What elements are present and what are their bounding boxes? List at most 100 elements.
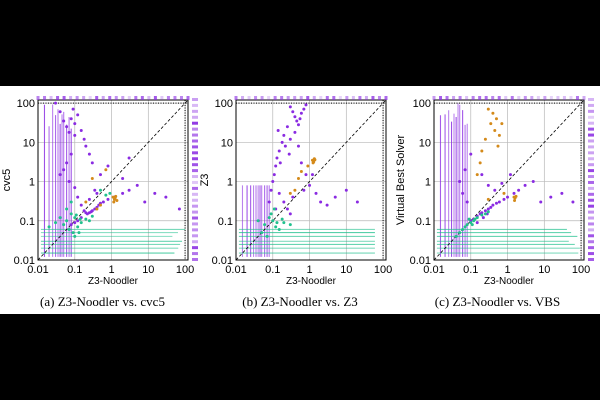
- marginal-strip-mark: [582, 96, 586, 100]
- marginal-strip-mark: [273, 96, 277, 100]
- data-point: [127, 156, 131, 160]
- data-point: [539, 200, 543, 204]
- plot-frame: [37, 99, 189, 261]
- data-point: [67, 180, 71, 184]
- data-point: [78, 217, 82, 221]
- x-tick-label: 1: [504, 264, 510, 276]
- data-point: [73, 221, 77, 225]
- marginal-strip-mark: [588, 246, 594, 250]
- y-axis-label: Virtual Best Solver: [395, 135, 407, 226]
- marginal-strip-mark: [192, 103, 198, 107]
- data-point: [121, 176, 125, 180]
- data-point: [90, 214, 94, 218]
- data-point: [65, 219, 69, 223]
- marginal-strip-mark: [377, 96, 381, 100]
- data-point: [153, 191, 157, 195]
- data-point: [295, 119, 299, 123]
- x-tick-label: 10: [538, 264, 550, 276]
- data-point: [296, 144, 300, 148]
- marginal-strip-mark: [192, 98, 198, 101]
- marginal-strip-mark: [478, 96, 482, 100]
- data-point: [77, 231, 81, 235]
- marginal-strip-mark: [153, 96, 157, 100]
- data-point: [47, 225, 51, 229]
- marginal-strip-mark: [536, 96, 540, 100]
- marginal-strip-mark: [510, 96, 514, 100]
- data-point: [282, 221, 286, 225]
- chart-3: 0.01 0.1 1 10 100 0.01 0.1 1 10 100 Z3-Noodler Virt…: [395, 96, 594, 287]
- marginal-strip-mark: [192, 186, 198, 190]
- data-point: [115, 198, 119, 202]
- data-point: [288, 191, 292, 195]
- marginal-strip-mark: [192, 145, 198, 149]
- marginal-strip-mark: [75, 96, 79, 100]
- data-point: [299, 161, 303, 165]
- data-point: [143, 200, 147, 204]
- marginal-strip-mark: [267, 96, 271, 100]
- data-point: [467, 217, 471, 221]
- data-point: [98, 203, 102, 207]
- data-point: [280, 217, 284, 221]
- data-point: [483, 137, 487, 141]
- data-point: [523, 183, 527, 187]
- marginal-strip-mark: [56, 96, 60, 100]
- marginal-strip-mark: [345, 96, 349, 100]
- marginal-strip-mark: [186, 96, 190, 100]
- marginal-strip-mark: [192, 258, 198, 261]
- data-point: [508, 173, 512, 177]
- marginal-strip-mark: [247, 96, 251, 100]
- data-point: [344, 188, 348, 192]
- data-point: [302, 107, 306, 111]
- data-point: [79, 203, 83, 207]
- data-point: [454, 234, 458, 238]
- marginal-strip-mark: [588, 127, 594, 131]
- data-point: [355, 200, 359, 204]
- data-point: [475, 173, 479, 177]
- data-point: [73, 216, 77, 220]
- x-tick-label: 10: [340, 264, 352, 276]
- data-point: [69, 223, 73, 227]
- marginal-strip-mark: [306, 96, 310, 100]
- y-tick-label: 1: [29, 177, 35, 189]
- y-tick-label: 0.01: [14, 255, 35, 267]
- data-point: [58, 173, 62, 177]
- data-point: [93, 188, 97, 192]
- data-point: [293, 130, 297, 134]
- data-point: [69, 200, 73, 204]
- scatter-figure: 0.01 0.1 1 10 100 0.01 0.1 1 10 100 Z3-Noodler cvc5…: [1, 96, 594, 287]
- data-point: [164, 195, 168, 199]
- data-point: [104, 168, 108, 172]
- marginal-strip-mark: [312, 96, 316, 100]
- y-axis-label: Z3: [199, 174, 211, 187]
- y-tick-label: 100: [215, 98, 233, 110]
- data-point: [73, 186, 77, 190]
- data-point: [265, 234, 269, 238]
- marginal-strip-mark: [82, 96, 86, 100]
- marginal-strip-mark: [588, 204, 594, 208]
- marginal-strip-mark: [192, 228, 198, 232]
- data-point: [95, 207, 99, 211]
- data-point: [113, 196, 117, 200]
- data-point: [90, 176, 94, 180]
- data-point: [496, 144, 500, 148]
- data-point: [98, 188, 102, 192]
- data-point: [308, 183, 312, 187]
- data-point: [79, 221, 83, 225]
- data-point: [486, 107, 490, 111]
- marginal-strip-mark: [43, 96, 47, 100]
- data-point: [58, 216, 62, 220]
- marginal-strip-mark: [192, 246, 198, 250]
- data-point: [274, 225, 278, 229]
- data-point: [269, 188, 273, 192]
- y-tick-label: 0.1: [218, 216, 233, 228]
- data-point: [62, 223, 66, 227]
- marginal-strip-mark: [338, 96, 342, 100]
- marginal-strip-mark: [384, 96, 388, 100]
- data-point: [469, 152, 473, 156]
- x-tick-label: 1: [108, 264, 114, 276]
- marginal-strip-mark: [286, 96, 290, 100]
- data-point: [76, 113, 80, 117]
- marginal-strip-mark: [280, 96, 284, 100]
- data-point: [71, 231, 75, 235]
- data-point: [104, 193, 108, 197]
